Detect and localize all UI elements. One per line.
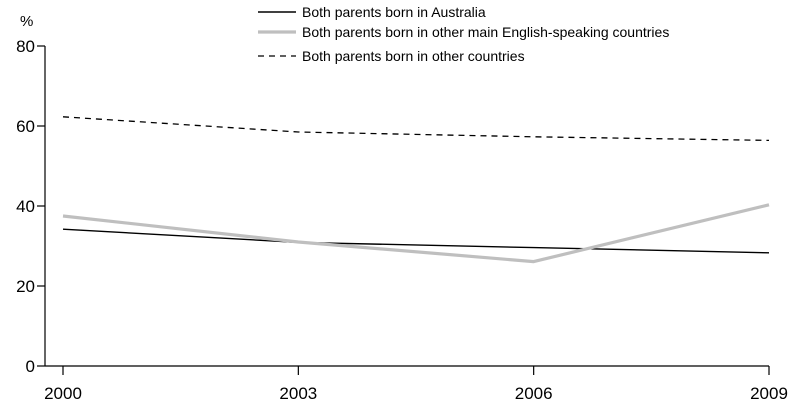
x-tick-label: 2009: [750, 384, 788, 403]
legend-entry: Both parents born in other main English-…: [258, 24, 669, 40]
y-tick-label: 0: [26, 357, 35, 376]
series-line-english-speaking: [62, 203, 770, 264]
legend: Both parents born in Australia Both pare…: [258, 4, 669, 64]
y-axis-unit-label: %: [20, 13, 33, 30]
y-tick-label: 40: [16, 197, 35, 216]
x-tick-label: 2003: [279, 384, 317, 403]
x-axis-ticks: 2000 2003 2006 2009: [44, 366, 788, 403]
chart-axes: [44, 46, 769, 367]
y-axis-ticks: 0 20 40 60 80: [16, 37, 45, 376]
legend-label-australia: Both parents born in Australia: [302, 4, 486, 20]
x-tick-label: 2006: [515, 384, 553, 403]
y-tick-label: 60: [16, 117, 35, 136]
x-tick-label: 2000: [44, 384, 82, 403]
y-tick-label: 80: [16, 37, 35, 56]
series-line-australia: [62, 228, 770, 254]
y-tick-label: 20: [16, 277, 35, 296]
legend-entry: Both parents born in other countries: [258, 48, 525, 64]
legend-label-english-speaking: Both parents born in other main English-…: [302, 24, 669, 40]
series-line-other-countries: [62, 116, 770, 142]
series-lines: [62, 116, 770, 264]
legend-entry: Both parents born in Australia: [258, 4, 486, 20]
legend-label-other-countries: Both parents born in other countries: [302, 48, 525, 64]
